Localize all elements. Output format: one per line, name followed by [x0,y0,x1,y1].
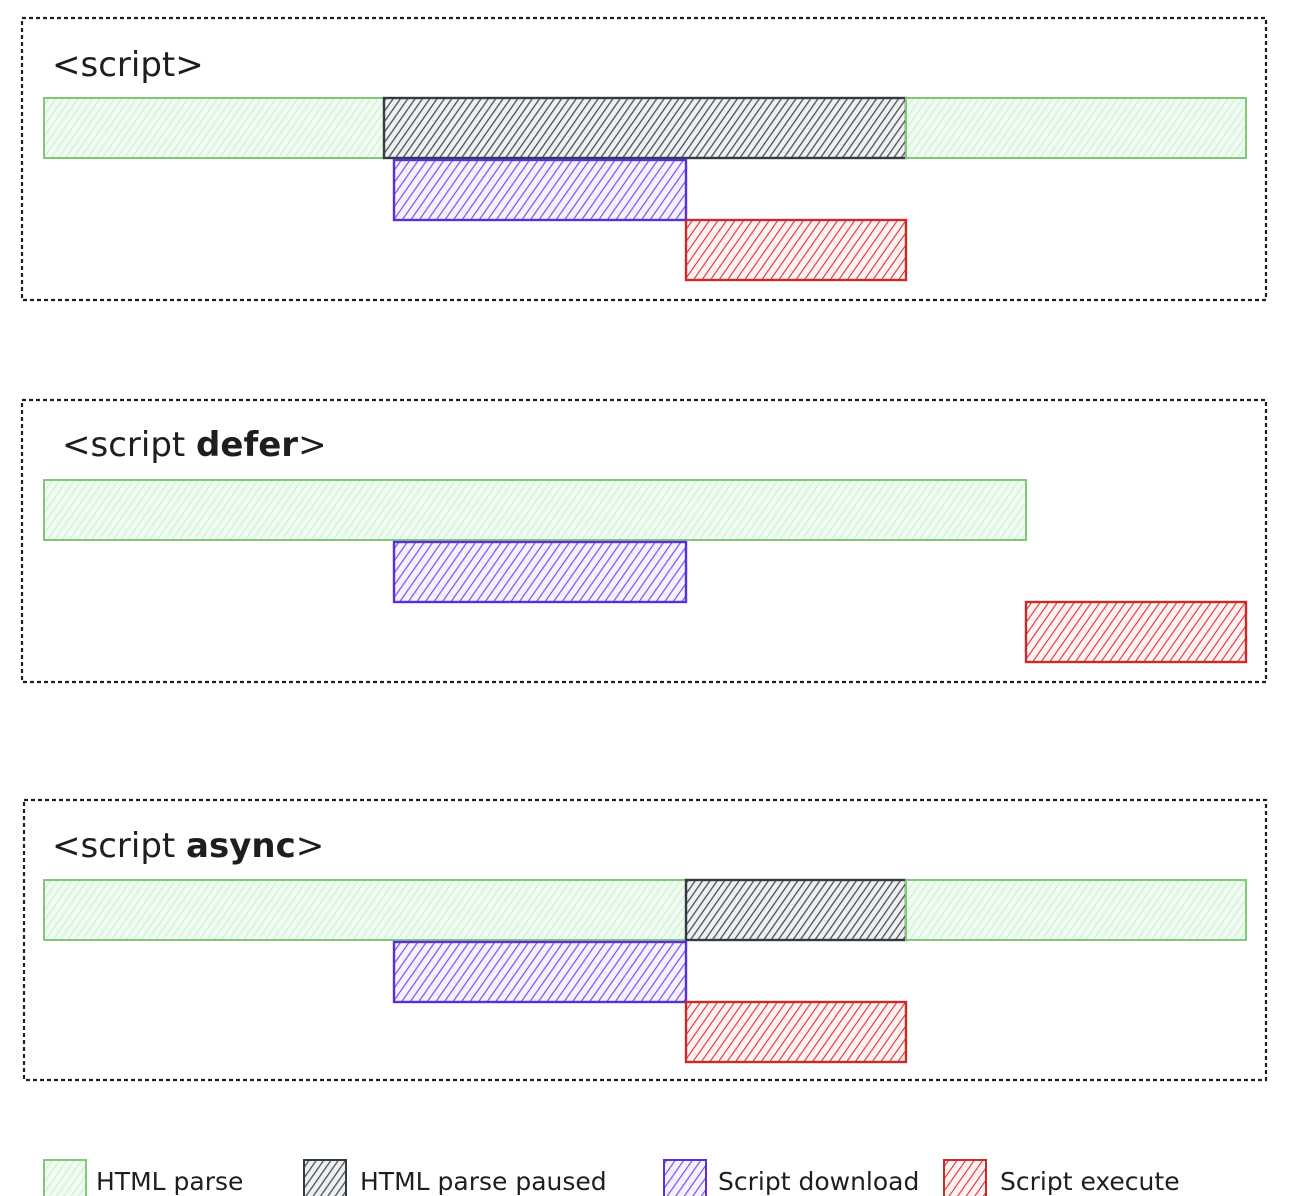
panel-title-keyword: async [186,826,296,866]
panel-script: <script> [20,16,1268,302]
html-parse-paused-bar [684,878,908,942]
legend-label: Script download [718,1167,919,1196]
html-parse-bar [43,97,385,159]
html-parse-paused-bar [382,96,908,160]
panel-title: <script defer> [62,425,327,465]
panel-title: <script async> [52,826,324,866]
html-parse-bar [905,97,1247,159]
script-execute-bar [684,218,908,282]
legend-swatch-script-download [663,1159,707,1196]
legend-label: HTML parse [96,1167,243,1196]
script-download-bar [392,540,688,604]
legend-label: HTML parse paused [360,1167,607,1196]
script-execute-bar [684,1000,908,1064]
html-parse-bar [43,479,1027,541]
panel-bars [43,479,1248,664]
panel-title-prefix: <script [52,826,186,866]
script-download-bar [392,940,688,1004]
legend: HTML parse HTML parse paused Script down… [43,1159,1180,1196]
panel-bars [43,96,1247,282]
html-parse-bar [905,879,1247,941]
panel-title-suffix: > [175,45,204,85]
panel-bars [43,878,1247,1064]
html-parse-bar [43,879,687,941]
panel-title: <script> [52,45,204,85]
panel-title-prefix: <script [62,425,196,465]
legend-swatch-script-execute [943,1159,987,1196]
script-execute-bar [1024,600,1248,664]
panel-border [22,798,1268,1082]
panel-title-suffix: > [296,826,325,866]
legend-swatch-html-parse-paused [303,1159,347,1196]
legend-swatch-html-parse [43,1159,87,1196]
panel-title-keyword: defer [196,425,298,465]
panel-script-async: <script async> [22,798,1268,1082]
panel-script-defer: <script defer> [20,398,1268,684]
panel-title-suffix: > [298,425,327,465]
panel-title-prefix: <script [52,45,175,85]
script-download-bar [392,158,688,222]
legend-label: Script execute [1000,1167,1180,1196]
